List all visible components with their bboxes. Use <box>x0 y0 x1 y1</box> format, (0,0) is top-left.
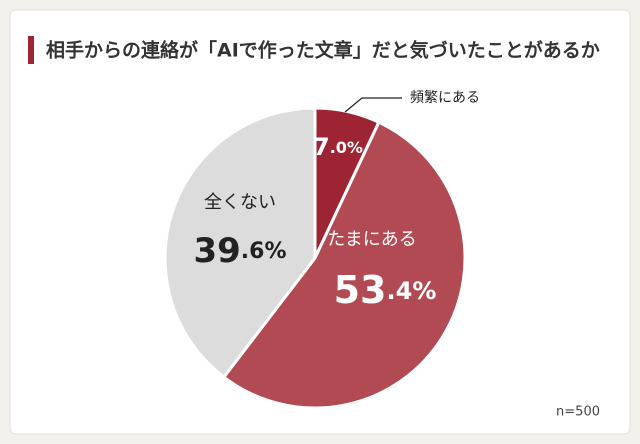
chart-title: 相手からの連絡が「AIで作った文章」だと気づいたことがあるか <box>46 39 600 62</box>
category-label: 全くない <box>204 192 276 213</box>
value-label: 39.6% <box>193 231 286 271</box>
leader-line <box>344 97 402 113</box>
pie-slice <box>163 106 317 380</box>
value-label: 53.4% <box>334 268 437 312</box>
category-label: 頻繁にある <box>410 90 480 106</box>
category-label: たまにある <box>327 229 416 250</box>
sample-size-note: n=500 <box>556 405 600 420</box>
pie-slice <box>221 120 467 410</box>
title-bar <box>28 36 34 64</box>
value-label: 7.0% <box>313 133 363 161</box>
